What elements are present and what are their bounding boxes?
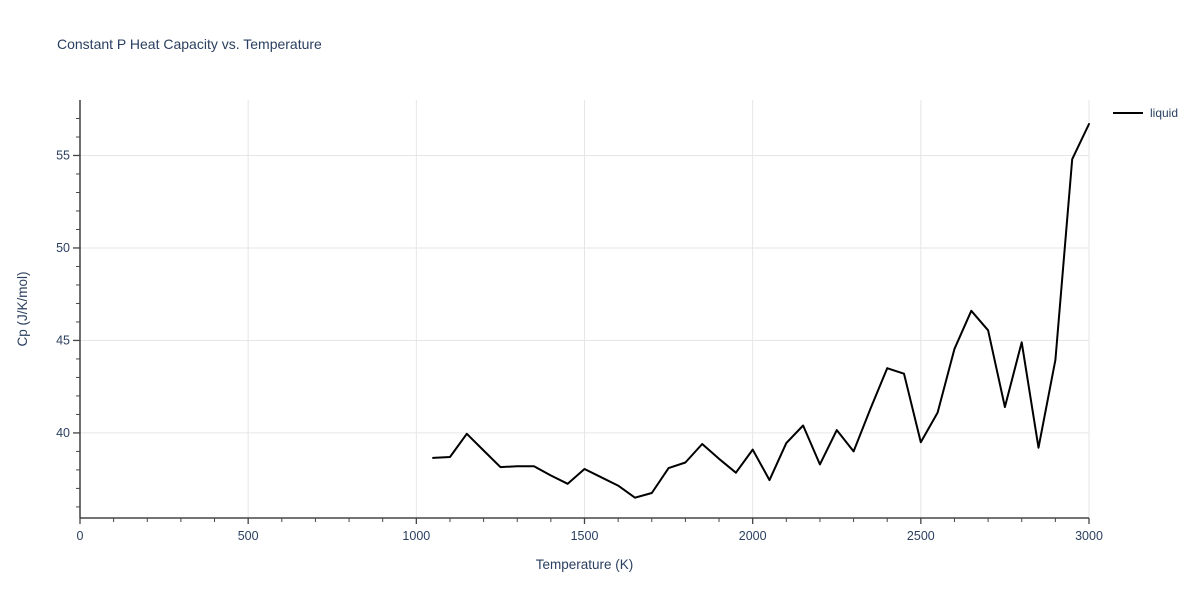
svg-text:45: 45 (56, 333, 70, 347)
svg-text:2500: 2500 (907, 529, 935, 543)
svg-text:3000: 3000 (1075, 529, 1103, 543)
svg-text:Cp (J/K/mol): Cp (J/K/mol) (15, 271, 30, 346)
svg-text:Temperature (K): Temperature (K) (536, 557, 634, 572)
chart-title: Constant P Heat Capacity vs. Temperature (57, 36, 322, 52)
svg-text:40: 40 (56, 426, 70, 440)
legend[interactable]: liquid (1113, 107, 1178, 119)
legend-label-liquid[interactable]: liquid (1150, 106, 1179, 120)
svg-text:55: 55 (56, 148, 70, 162)
svg-text:1000: 1000 (402, 529, 430, 543)
svg-text:0: 0 (77, 529, 84, 543)
legend-line-sample-icon (1113, 112, 1143, 114)
svg-text:2000: 2000 (739, 529, 767, 543)
svg-text:50: 50 (56, 241, 70, 255)
svg-text:1500: 1500 (571, 529, 599, 543)
svg-text:500: 500 (238, 529, 259, 543)
